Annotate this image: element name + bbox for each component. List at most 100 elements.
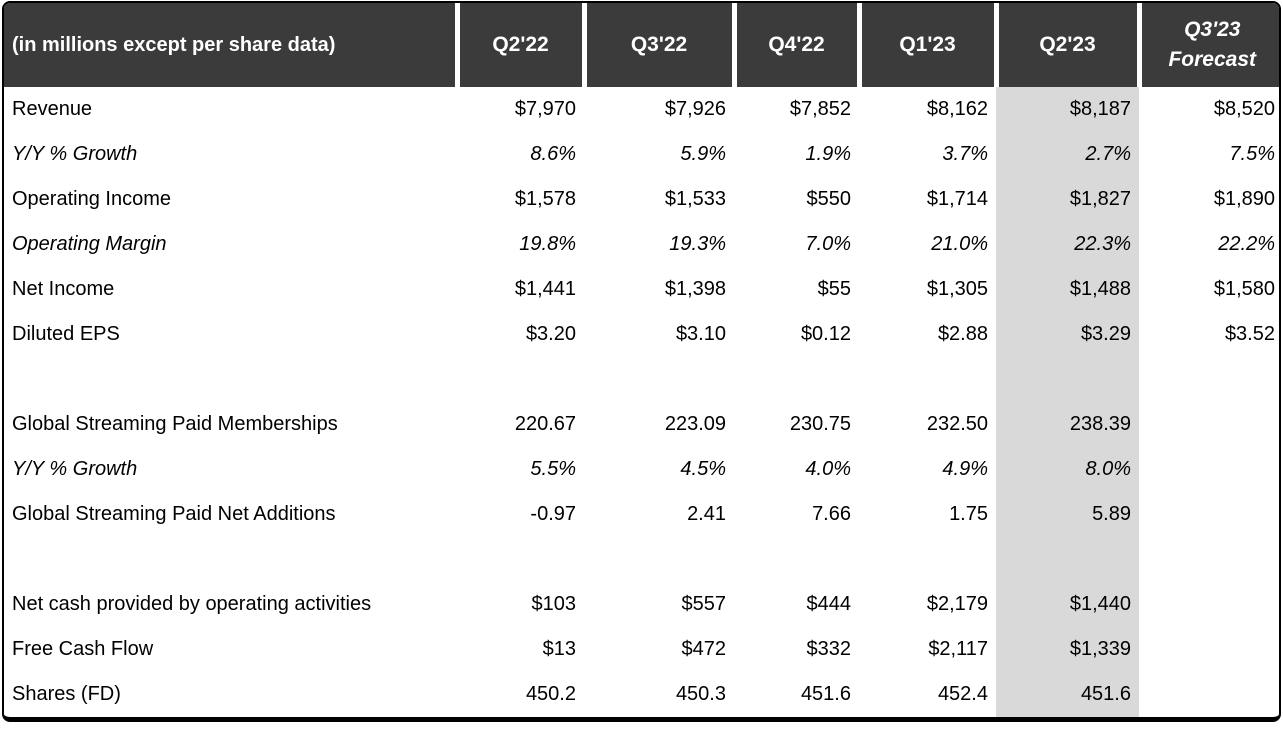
cell-value: 1.9%: [805, 143, 851, 165]
row-label: Global Streaming Paid Net Additions: [12, 503, 336, 525]
cell-value: [457, 357, 584, 402]
cell-value: 450.3: [675, 683, 726, 705]
cell-value: [1139, 672, 1279, 717]
header-row: (in millions except per share data) Q2'2…: [4, 3, 1279, 87]
table-row: Global Streaming Paid Memberships 220.67 2…: [4, 402, 1279, 447]
cell-value: 4.9%: [942, 458, 988, 480]
cell-value: 4.0%: [805, 458, 851, 480]
table-row: Operating Margin 19.8% 19.3% 7.0% 21.0% 22.3%…: [4, 222, 1279, 267]
cell-value: 450.2: [525, 683, 576, 705]
cell-value: [1139, 357, 1279, 402]
cell-value: $8,520: [1213, 98, 1275, 120]
cell-value: [1139, 492, 1279, 537]
cell-value: $2.88: [937, 323, 988, 345]
column-header-q2-22: Q2'22: [454, 3, 584, 87]
cell-value: 223.09: [664, 413, 726, 435]
cell-value: 22.2%: [1218, 233, 1275, 255]
cell-value: $7,970: [514, 98, 576, 120]
cell-value: $3.10: [675, 323, 726, 345]
cell-value: 22.3%: [996, 222, 1139, 267]
row-label: Net cash provided by operating activitie…: [12, 593, 372, 615]
cell-value: $3.20: [525, 323, 576, 345]
cell-value: 4.5%: [680, 458, 726, 480]
row-label: Net Income: [12, 278, 115, 300]
cell-value: $1,714: [926, 188, 988, 210]
cell-value: 5.89: [996, 492, 1139, 537]
cell-value: 8.6%: [530, 143, 576, 165]
cell-value: $7,852: [789, 98, 851, 120]
cell-value: [859, 357, 996, 402]
cell-value: $1,398: [664, 278, 726, 300]
cell-value: 1.75: [949, 503, 988, 525]
cell-value: $1,339: [996, 627, 1139, 672]
row-label: Diluted EPS: [12, 323, 120, 345]
cell-value: $1,890: [1213, 188, 1275, 210]
row-label: [4, 537, 457, 582]
cell-value: 451.6: [996, 672, 1139, 717]
cell-value: $3.29: [996, 312, 1139, 357]
cell-value: $7,926: [664, 98, 726, 120]
cell-value: $1,827: [996, 177, 1139, 222]
row-label: Free Cash Flow: [12, 638, 154, 660]
cell-value: [996, 537, 1139, 582]
cell-value: 21.0%: [931, 233, 988, 255]
cell-value: [1139, 447, 1279, 492]
cell-value: $13: [542, 638, 576, 660]
spacer-row: [4, 357, 1279, 402]
cell-value: $557: [681, 593, 727, 615]
cell-value: 452.4: [937, 683, 988, 705]
cell-value: [584, 537, 734, 582]
cell-value: 5.9%: [680, 143, 726, 165]
cell-value: 8.0%: [996, 447, 1139, 492]
cell-value: $472: [681, 638, 727, 660]
cell-value: 238.39: [996, 402, 1139, 447]
cell-value: 2.7%: [996, 132, 1139, 177]
cell-value: $1,488: [996, 267, 1139, 312]
column-header-q2-23: Q2'23: [993, 3, 1139, 87]
cell-value: [996, 357, 1139, 402]
cell-value: $332: [806, 638, 852, 660]
cell-value: $103: [531, 593, 577, 615]
cell-value: $8,162: [926, 98, 988, 120]
cell-value: $550: [806, 188, 852, 210]
cell-value: $8,187: [996, 87, 1139, 132]
table-header: (in millions except per share data) Q2'2…: [4, 3, 1279, 87]
cell-value: [1139, 627, 1279, 672]
cell-value: [734, 537, 859, 582]
cell-value: 220.67: [514, 413, 576, 435]
table-row: Shares (FD) 450.2 450.3 451.6 452.4 451.6: [4, 672, 1279, 717]
cell-value: $1,440: [996, 582, 1139, 627]
cell-value: $444: [806, 593, 852, 615]
cell-value: 232.50: [926, 413, 988, 435]
table-row: Diluted EPS $3.20 $3.10 $0.12 $2.88 $3.29 $3.5…: [4, 312, 1279, 357]
spacer-row: [4, 537, 1279, 582]
cell-value: [584, 357, 734, 402]
cell-value: 2.41: [687, 503, 726, 525]
cell-value: 3.7%: [942, 143, 988, 165]
cell-value: 7.66: [812, 503, 851, 525]
table-row: Net Income $1,441 $1,398 $55 $1,305 $1,488 $1,…: [4, 267, 1279, 312]
cell-value: 451.6: [800, 683, 851, 705]
row-label: Operating Income: [12, 188, 171, 210]
row-label: Revenue: [12, 98, 93, 120]
cell-value: -0.97: [530, 503, 576, 525]
cell-value: $1,578: [514, 188, 576, 210]
cell-value: $1,441: [514, 278, 576, 300]
cell-value: [859, 537, 996, 582]
row-label: [4, 357, 457, 402]
table-row: Y/Y % Growth 8.6% 5.9% 1.9% 3.7% 2.7% 7.5%: [4, 132, 1279, 177]
cell-value: 5.5%: [530, 458, 576, 480]
row-label: Y/Y % Growth: [12, 143, 138, 165]
cell-value: [457, 537, 584, 582]
table-row: Operating Income $1,578 $1,533 $550 $1,714 $1…: [4, 177, 1279, 222]
table-row: Free Cash Flow $13 $472 $332 $2,117 $1,339: [4, 627, 1279, 672]
cell-value: 19.8%: [519, 233, 576, 255]
column-header-q3-23-forecast: Q3'23 Forecast: [1136, 3, 1279, 87]
row-label: Shares (FD): [12, 683, 121, 705]
cell-value: $0.12: [800, 323, 851, 345]
table-body: Revenue $7,970 $7,926 $7,852 $8,162 $8,187 $8,…: [4, 87, 1279, 717]
table-title: (in millions except per share data): [4, 3, 457, 87]
cell-value: $1,533: [664, 188, 726, 210]
table-row: Net cash provided by operating activitie…: [4, 582, 1279, 627]
